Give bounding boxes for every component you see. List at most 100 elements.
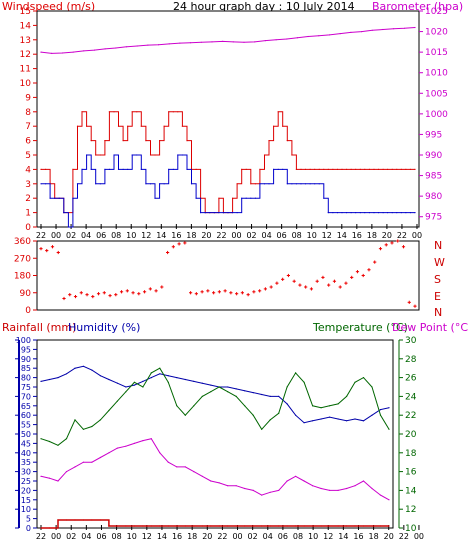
direction-point (407, 300, 411, 304)
wind-x-hour-label: 14 (337, 231, 347, 240)
barometer-y-tick-label: 1020 (425, 28, 448, 38)
barometer-line-point (414, 26, 416, 29)
temperature-line-point (371, 386, 373, 388)
humidity-y-tick-label: 70 (21, 392, 31, 401)
wind-average-line-point (346, 212, 348, 214)
rainfall-line-point (252, 525, 254, 527)
barometer-line-point (179, 42, 181, 44)
direction-y-tick-label: 0 (25, 306, 31, 316)
wind-average-line-point (213, 212, 215, 214)
direction-point (304, 285, 308, 289)
compass-label-n-top: N (434, 239, 442, 252)
direction-point (142, 290, 147, 294)
barometer-line-point (393, 28, 395, 30)
temperature-y-tick-label: 20 (405, 430, 417, 440)
dewpoint-line-point (244, 487, 246, 490)
barometer-line-point (222, 40, 224, 43)
wind-x-hour-label: 22 (216, 231, 226, 240)
temperature-line-point (159, 367, 161, 369)
wind-x-hour-label: 20 (382, 231, 392, 240)
wind-x-hour-label: 00 (412, 231, 422, 240)
wind-gust-line-point (314, 168, 316, 170)
wind-gust-line-point (414, 168, 416, 170)
wind-panel-frame (36, 10, 420, 228)
direction-point (85, 293, 89, 297)
wind-average-line-point (45, 183, 47, 185)
wind-average-line-point (108, 168, 110, 170)
barometer-line-point (232, 41, 234, 43)
wind-average-line-point (218, 212, 220, 214)
direction-point (102, 291, 106, 295)
rainfall-line-point (320, 525, 322, 527)
direction-point (258, 289, 262, 293)
humidity-line-point (295, 414, 297, 416)
temperature-line-point (227, 391, 229, 393)
wind-average-line-point (323, 197, 325, 199)
barometer-line-point (339, 33, 341, 35)
wind-average-line-point (67, 226, 69, 228)
humidity-line-point (82, 365, 84, 367)
temperature-line-point (379, 414, 382, 416)
wind-y-tick-label: 15 (20, 7, 31, 17)
dewpoint-line-point (218, 482, 220, 484)
direction-point (165, 250, 170, 255)
barometer-y-tick-label: 980 (425, 192, 442, 202)
temperature-line-point (57, 444, 59, 446)
rainfall-line-point (99, 519, 101, 521)
humidity-line-point (329, 416, 331, 418)
temperature-line-point (269, 419, 271, 421)
wind-gust-line-point (104, 140, 106, 142)
wind-average-line-point (40, 183, 42, 185)
wind-gust-line-point (387, 168, 389, 170)
wind-average-line-point (104, 168, 106, 170)
humidity-line-point (354, 418, 356, 420)
compass-label-s: S (434, 273, 441, 286)
temperature-line-point (295, 372, 297, 374)
wind-gust-line-point (113, 111, 115, 113)
direction-point (373, 260, 377, 264)
dewpoint-line-point (354, 485, 356, 487)
temperature-line-point (65, 438, 68, 440)
dewpoint-line-point (40, 475, 42, 477)
wind-gust-line-point (241, 168, 243, 170)
wind-average-line-point (236, 212, 238, 214)
humidity-line-point (362, 420, 365, 422)
temperature-line-point (388, 428, 390, 430)
rainfall-line-point (218, 525, 220, 527)
barometer-line-point (157, 44, 160, 46)
temperature-title: Temperature (°C) (312, 321, 408, 334)
direction-point (91, 294, 95, 299)
barometer-y-tick-label: 985 (425, 172, 442, 182)
wind-gust-line-point (309, 168, 311, 170)
climate-x-hour-label: 10 (127, 532, 137, 541)
temperature-line-point (346, 395, 348, 397)
temperature-line-point (337, 403, 339, 405)
dewpoint-line-point (133, 442, 135, 444)
direction-point (68, 293, 72, 297)
temperature-y-tick-label: 10 (405, 524, 417, 534)
temperature-line-point (362, 377, 365, 379)
humidity-y-tick-label: 100 (16, 336, 31, 345)
temperature-line-point (218, 386, 220, 388)
wind-y-tick-label: 2 (25, 194, 31, 204)
humidity-line-point (48, 378, 51, 381)
direction-y-tick-label: 270 (14, 254, 31, 264)
wind-y-tick-label: 12 (20, 50, 31, 60)
climate-x-hour-label: 22 (399, 532, 409, 541)
direction-point (384, 243, 388, 247)
compass-label-w: W (434, 256, 445, 269)
dewpoint-line-point (346, 487, 348, 490)
barometer-y-tick-label: 1025 (425, 7, 448, 17)
direction-point (217, 290, 221, 294)
humidity-y-tick-label: 50 (21, 430, 31, 439)
humidity-line-point (286, 403, 288, 405)
wind-average-line-point (387, 212, 389, 214)
rainfall-line-point (48, 527, 51, 529)
wind-average-line-point (54, 197, 56, 199)
temperature-line-point (82, 428, 84, 430)
wind-gust-line (41, 111, 415, 214)
humidity-line-point (125, 386, 127, 388)
wind-average-line-point (72, 197, 74, 199)
wind-gust-line-point (163, 125, 165, 127)
dewpoint-line-point (235, 485, 237, 487)
